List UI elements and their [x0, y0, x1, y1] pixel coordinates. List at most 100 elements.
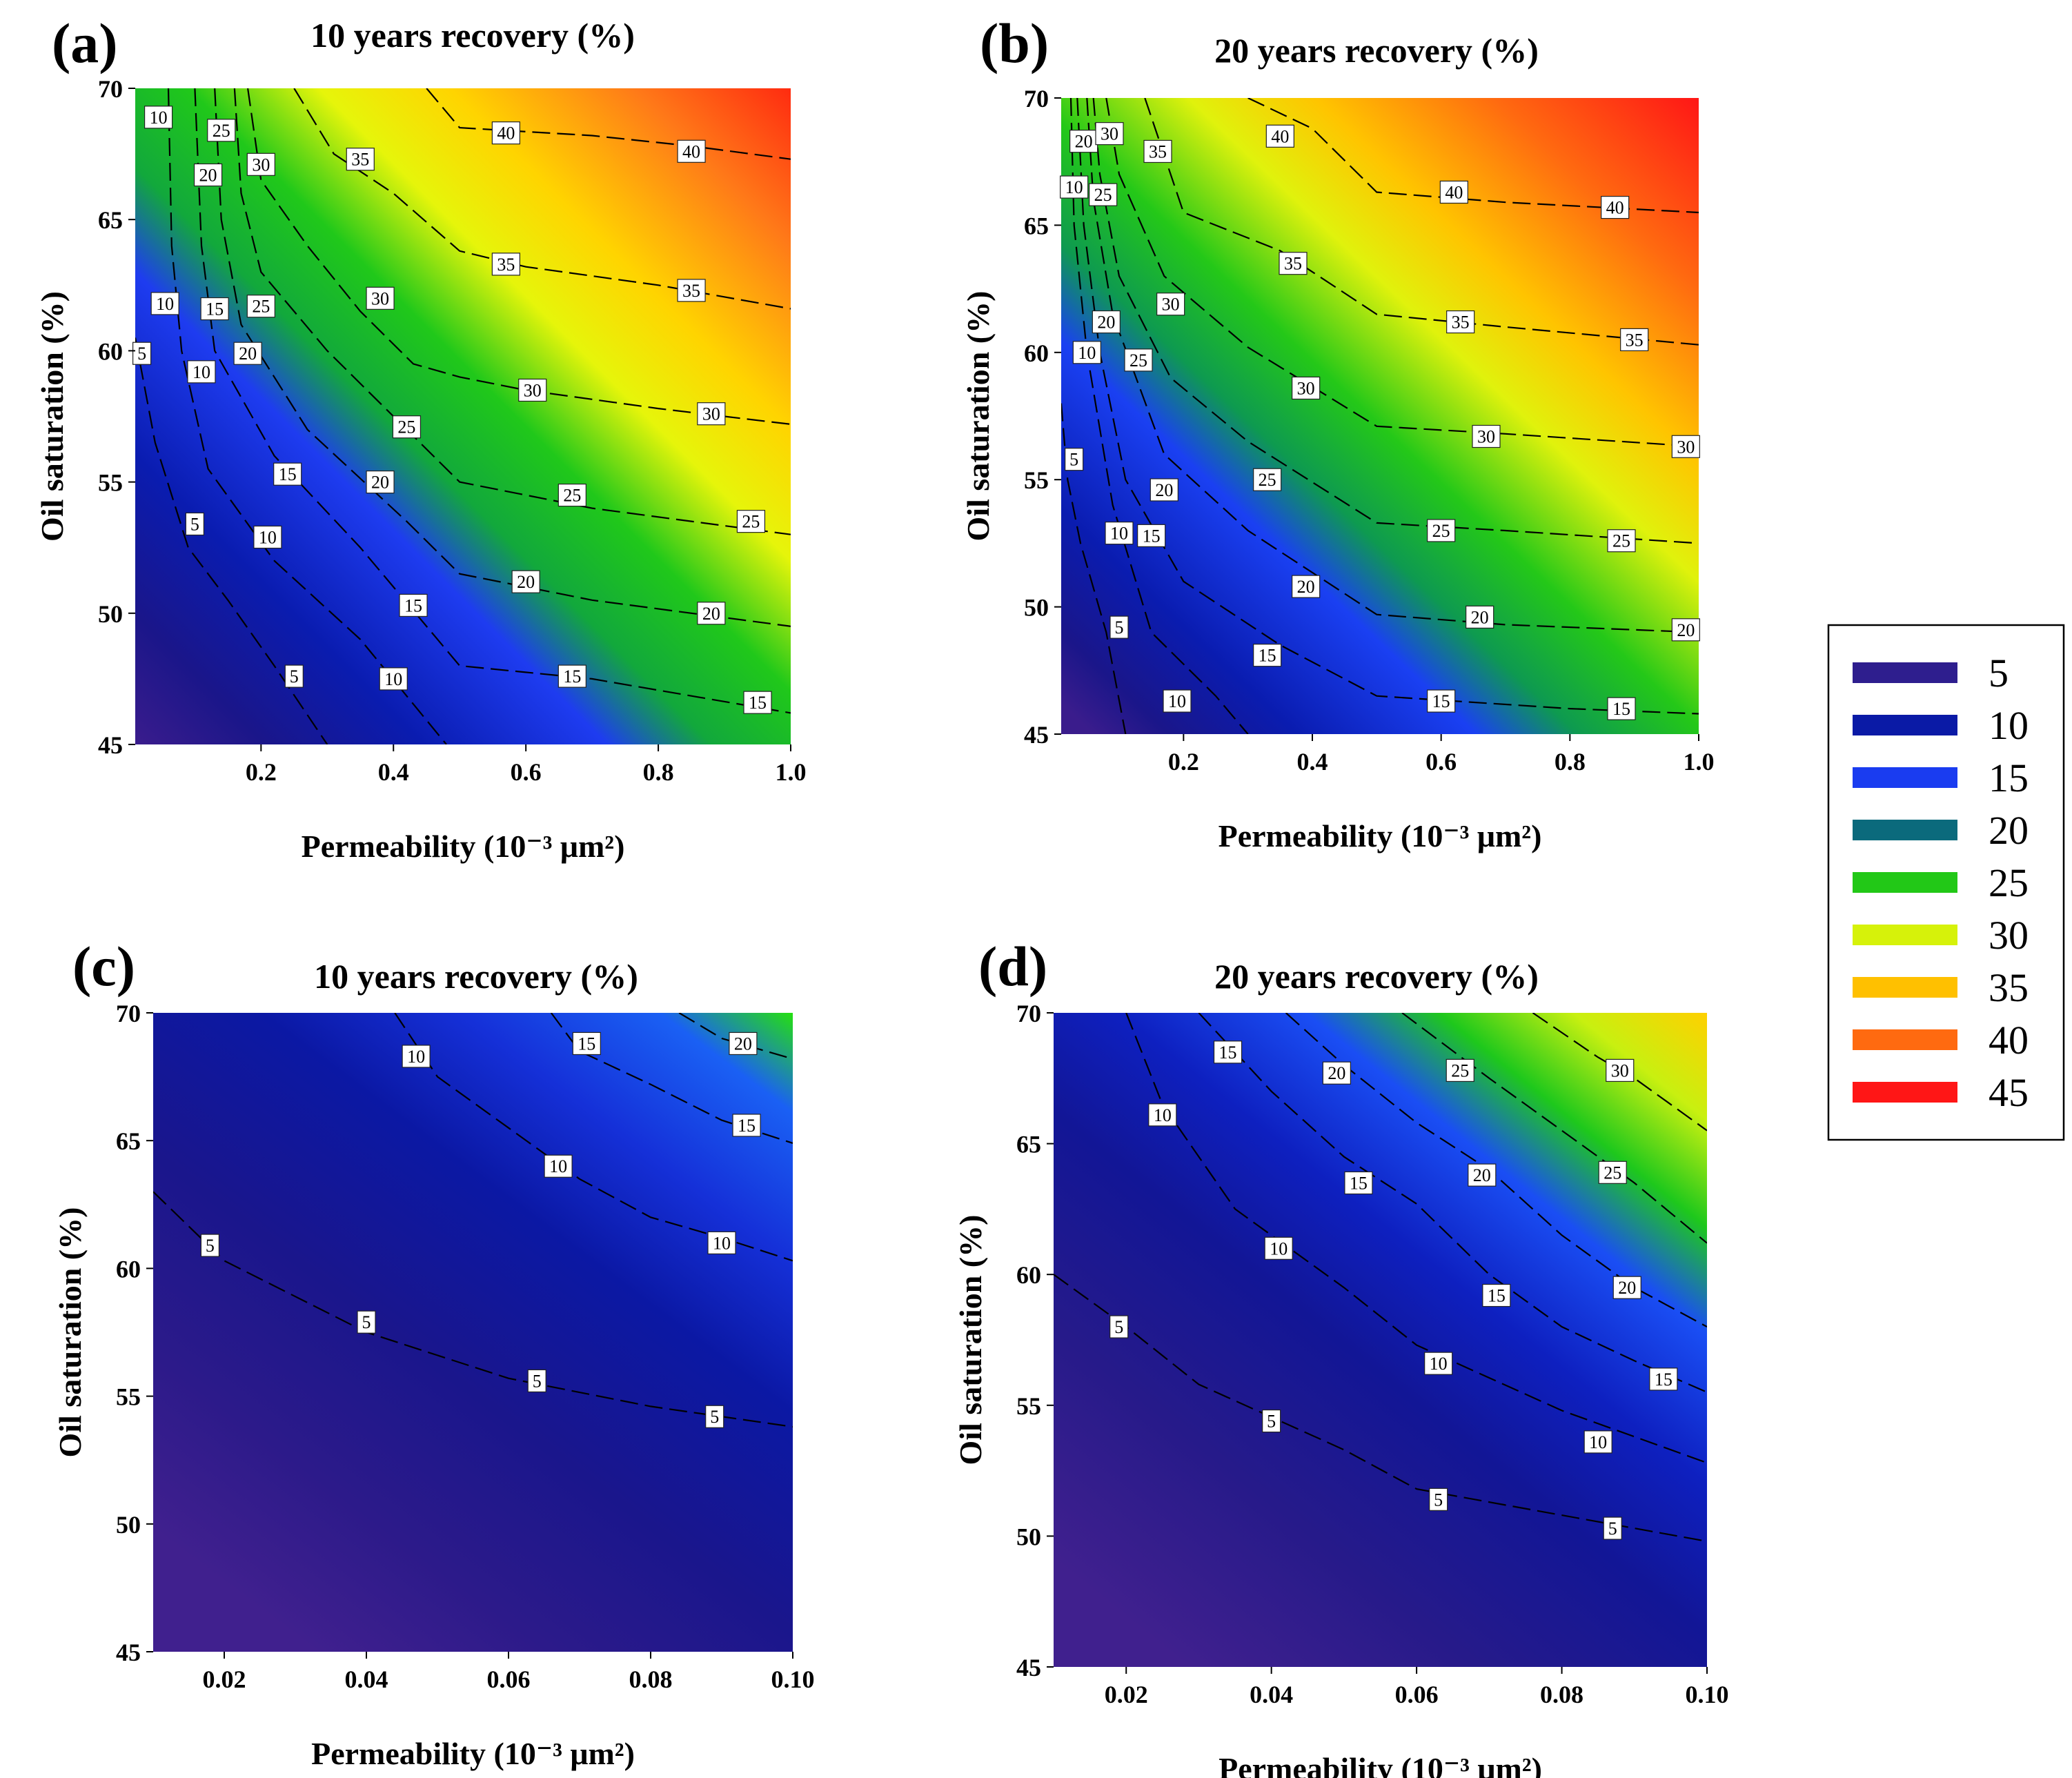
contour-label: 5 — [705, 1405, 724, 1428]
panel-title: 10 years recovery (%) — [314, 957, 638, 996]
y-tick-label: 55 — [1024, 466, 1049, 494]
y-tick-label: 60 — [98, 337, 123, 365]
x-tick-label: 0.08 — [1540, 1681, 1583, 1708]
contour-label-text: 15 — [1219, 1043, 1237, 1063]
contour-label: 25 — [1427, 519, 1456, 542]
contour-lines — [1061, 98, 1699, 734]
contour-label-text: 15 — [404, 595, 422, 615]
x-tick-label: 0.8 — [643, 758, 674, 786]
contour-label-text: 40 — [1445, 182, 1463, 202]
contour-label-text: 5 — [1114, 1317, 1123, 1337]
contour-label: 15 — [572, 1031, 601, 1056]
legend-label: 40 — [1989, 1018, 2029, 1063]
contour-label-text: 30 — [252, 155, 270, 175]
x-tick-label: 0.2 — [1168, 748, 1199, 776]
x-tick-label: 0.06 — [1395, 1681, 1439, 1708]
legend-item: 15 — [1853, 755, 2029, 800]
x-tick-label: 0.6 — [1425, 748, 1457, 776]
contour-label: 10 — [1060, 175, 1089, 199]
contour-label-text: 15 — [1612, 699, 1630, 719]
x-tick-label: 0.8 — [1555, 748, 1586, 776]
contour-label-text: 25 — [1094, 185, 1112, 205]
legend-item: 30 — [1853, 913, 2029, 958]
contour-label: 25 — [1446, 1058, 1474, 1083]
x-tick-label: 0.02 — [203, 1666, 246, 1693]
contour-label: 10 — [1148, 1103, 1177, 1127]
y-tick-label: 55 — [1016, 1392, 1041, 1420]
contour-label: 25 — [736, 510, 766, 533]
contour-label-text: 20 — [1097, 313, 1115, 333]
contour-label: 25 — [1089, 183, 1118, 206]
contour-label: 15 — [743, 691, 772, 714]
contour-label: 15 — [1649, 1367, 1678, 1391]
contour-label: 10 — [707, 1231, 736, 1254]
contour-label-text: 25 — [1451, 1060, 1469, 1080]
contour-label-text: 15 — [1143, 526, 1161, 546]
contour-label-text: 10 — [1589, 1432, 1607, 1452]
legend-item: 5 — [1853, 651, 2009, 695]
contour-label: 10 — [402, 1045, 431, 1068]
contour-label: 5 — [132, 342, 152, 365]
contour-label-text: 5 — [290, 666, 299, 686]
contour-label: 5 — [1429, 1488, 1448, 1511]
contour-label-text: 25 — [1612, 531, 1630, 551]
contour-label-text: 15 — [1350, 1173, 1368, 1193]
contour-label-text: 35 — [1452, 313, 1470, 333]
contour-label: 20 — [1069, 130, 1098, 153]
contour-label: 10 — [1163, 689, 1192, 713]
contour-line-10 — [167, 88, 447, 744]
y-axis-label: Oil saturation (%) — [960, 291, 996, 542]
legend-swatch — [1853, 715, 1957, 735]
contour-label-text: 20 — [1297, 577, 1315, 597]
contour-label-text: 10 — [384, 669, 402, 689]
contour-label-text: 35 — [1284, 254, 1302, 274]
contour-label-text: 40 — [1606, 198, 1624, 218]
contour-label: 15 — [1607, 697, 1636, 720]
contour-label-text: 5 — [362, 1312, 371, 1332]
contour-field — [153, 1013, 793, 1652]
contour-label: 10 — [1583, 1430, 1612, 1454]
contour-label-text: 20 — [199, 166, 217, 186]
x-tick-label: 0.04 — [1250, 1681, 1293, 1708]
x-tick-label: 0.4 — [1297, 748, 1328, 776]
legend-label: 5 — [1989, 651, 2009, 695]
contour-label-text: 25 — [1604, 1163, 1621, 1183]
contour-line-30 — [1105, 98, 1699, 448]
y-tick-label: 45 — [1024, 721, 1049, 749]
contour-field — [135, 88, 791, 744]
x-tick-label: 0.10 — [1686, 1681, 1729, 1708]
legend-swatch — [1853, 977, 1957, 998]
contour-label: 20 — [1466, 605, 1494, 629]
contour-label: 15 — [1253, 644, 1282, 667]
contour-label: 5 — [357, 1310, 376, 1334]
y-tick-label: 70 — [1016, 1000, 1041, 1027]
contour-label: 5 — [1603, 1517, 1622, 1540]
contour-line-25 — [1092, 98, 1699, 544]
contour-label-text: 25 — [563, 486, 581, 506]
contour-label: 30 — [1095, 122, 1124, 146]
contour-label: 15 — [200, 297, 229, 321]
contour-label-text: 20 — [734, 1034, 752, 1054]
contour-label-text: 5 — [533, 1371, 542, 1391]
x-axis-label: Permeability (10⁻³ μm²) — [302, 829, 625, 864]
contour-line-35 — [1144, 98, 1699, 346]
contour-label: 10 — [150, 292, 179, 315]
contour-label-text: 10 — [549, 1156, 567, 1176]
legend-item: 10 — [1853, 703, 2029, 748]
legend-swatch — [1853, 662, 1957, 683]
contour-label-text: 10 — [1110, 524, 1128, 544]
contour-label: 5 — [1262, 1409, 1281, 1433]
contour-label: 35 — [1620, 328, 1649, 351]
contour-label-text: 30 — [1101, 124, 1118, 144]
contour-label: 40 — [1439, 180, 1468, 204]
contour-label-text: 30 — [1477, 427, 1495, 447]
contour-label-text: 15 — [279, 464, 297, 484]
panel-letter: (c) — [72, 935, 135, 998]
contour-label: 10 — [1072, 341, 1101, 364]
contour-line-35 — [293, 88, 791, 310]
contour-label-text: 25 — [1129, 350, 1147, 371]
contour-label-text: 30 — [1611, 1060, 1629, 1080]
contour-label-text: 25 — [1259, 470, 1276, 490]
contour-label: 5 — [1109, 1315, 1129, 1339]
